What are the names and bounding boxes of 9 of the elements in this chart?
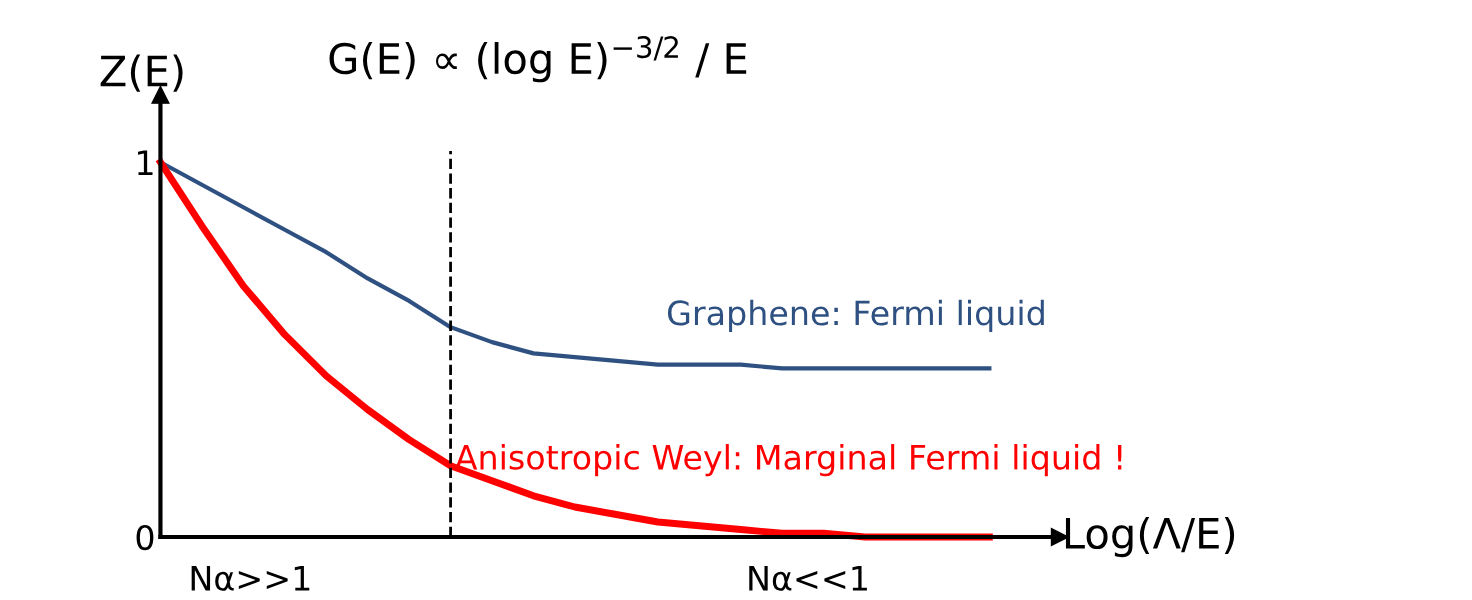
text: Nα>>1 xyxy=(191,566,310,591)
text: G(E) ∝ (log E)$^{−3/2}$ / E xyxy=(329,36,747,83)
y-tick-label: 1 xyxy=(138,150,153,175)
x-axis-title: Log(Λ/E) xyxy=(1065,516,1235,558)
series-label: Anisotropic Weyl: Marginal Fermi liquid ! xyxy=(454,444,1122,477)
text: Nα<<1 xyxy=(749,566,867,591)
series-label: Graphene: Fermi liquid xyxy=(667,299,1044,333)
y-axis-title: Z(E) xyxy=(100,54,183,92)
y-tick-label: 0 xyxy=(136,524,154,551)
